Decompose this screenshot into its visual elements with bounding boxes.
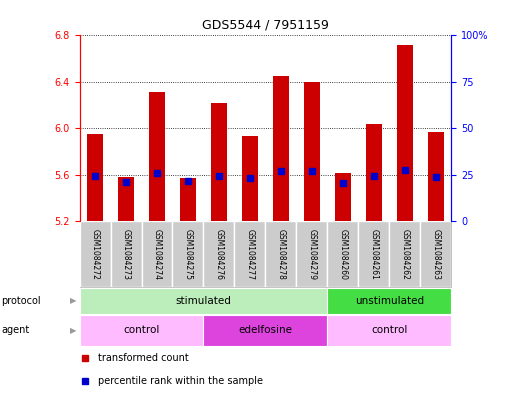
FancyBboxPatch shape: [172, 221, 204, 288]
Bar: [180, 178, 196, 221]
Text: GSM1084260: GSM1084260: [339, 229, 347, 280]
Text: GSM1084263: GSM1084263: [431, 229, 441, 280]
Text: GSM1084272: GSM1084272: [90, 229, 100, 280]
Text: GSM1084273: GSM1084273: [122, 229, 130, 280]
FancyBboxPatch shape: [142, 221, 172, 288]
Bar: [119, 177, 134, 221]
Text: transformed count: transformed count: [98, 353, 189, 363]
Bar: [335, 173, 351, 221]
Bar: [211, 103, 227, 221]
Bar: [304, 82, 320, 221]
FancyBboxPatch shape: [389, 221, 421, 288]
FancyBboxPatch shape: [421, 221, 451, 288]
Text: ▶: ▶: [70, 326, 77, 335]
FancyBboxPatch shape: [204, 315, 327, 346]
Bar: [242, 136, 258, 221]
Text: GSM1084277: GSM1084277: [246, 229, 254, 280]
FancyBboxPatch shape: [327, 221, 359, 288]
Text: GDS5544 / 7951159: GDS5544 / 7951159: [202, 18, 329, 31]
Text: GSM1084274: GSM1084274: [152, 229, 162, 280]
Text: GSM1084279: GSM1084279: [307, 229, 317, 280]
Text: stimulated: stimulated: [175, 296, 231, 306]
Text: GSM1084276: GSM1084276: [214, 229, 224, 280]
FancyBboxPatch shape: [359, 221, 389, 288]
Text: GSM1084275: GSM1084275: [184, 229, 192, 280]
FancyBboxPatch shape: [234, 221, 265, 288]
Bar: [273, 76, 289, 221]
Bar: [428, 132, 444, 221]
Bar: [87, 134, 103, 221]
Bar: [366, 124, 382, 221]
FancyBboxPatch shape: [327, 288, 451, 314]
Text: control: control: [123, 325, 160, 335]
Text: control: control: [371, 325, 408, 335]
Text: protocol: protocol: [1, 296, 41, 306]
FancyBboxPatch shape: [80, 315, 204, 346]
Text: GSM1084261: GSM1084261: [369, 229, 379, 280]
Text: agent: agent: [1, 325, 29, 335]
Text: GSM1084262: GSM1084262: [401, 229, 409, 280]
Text: unstimulated: unstimulated: [355, 296, 424, 306]
Text: percentile rank within the sample: percentile rank within the sample: [98, 376, 263, 386]
Bar: [149, 92, 165, 221]
Text: ▶: ▶: [70, 296, 77, 305]
FancyBboxPatch shape: [80, 221, 110, 288]
FancyBboxPatch shape: [110, 221, 142, 288]
Bar: [397, 45, 412, 221]
Text: edelfosine: edelfosine: [239, 325, 292, 335]
FancyBboxPatch shape: [265, 221, 297, 288]
FancyBboxPatch shape: [80, 288, 327, 314]
FancyBboxPatch shape: [327, 315, 451, 346]
FancyBboxPatch shape: [204, 221, 234, 288]
FancyBboxPatch shape: [297, 221, 327, 288]
Text: GSM1084278: GSM1084278: [277, 229, 285, 280]
